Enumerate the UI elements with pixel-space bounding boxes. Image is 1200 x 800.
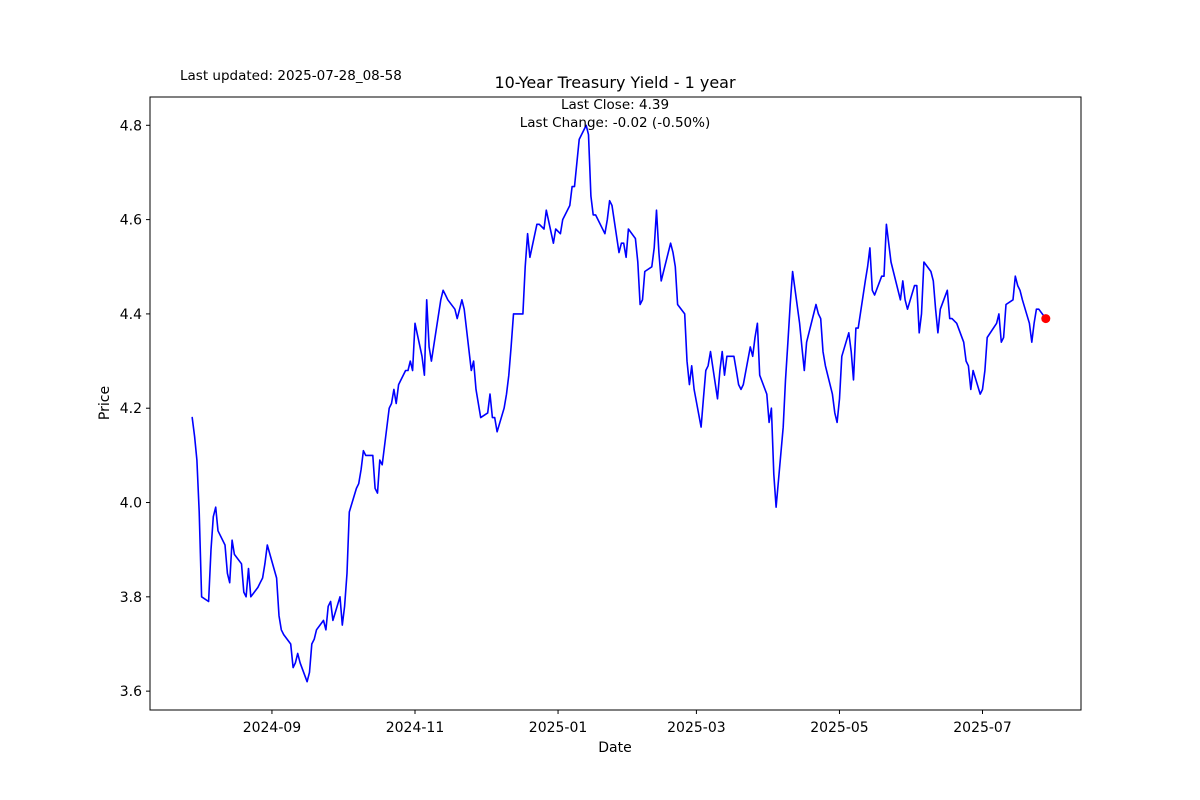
x-tick-label: 2025-07 <box>953 720 1012 736</box>
y-axis-ticks: 3.6 3.8 4.0 4.2 4.4 4.6 4.8 <box>120 118 150 700</box>
x-axis-ticks: 2024-09 2024-11 2025-01 2025-03 2025-05 2025-… <box>243 710 1012 736</box>
y-tick-label: 4.8 <box>120 118 142 134</box>
last-change-text: Last Change: -0.02 (-0.50%) <box>520 115 710 131</box>
last-close-marker <box>1041 314 1051 324</box>
x-axis-label: Date <box>598 740 631 756</box>
x-tick-label: 2025-03 <box>667 720 726 736</box>
x-tick-label: 2024-09 <box>243 720 302 736</box>
yield-line-series <box>191 124 1047 683</box>
chart-title: 10-Year Treasury Yield - 1 year <box>494 73 736 92</box>
y-tick-label: 4.6 <box>120 213 142 229</box>
y-tick-label: 4.4 <box>120 307 142 323</box>
x-tick-label: 2025-01 <box>529 720 588 736</box>
y-tick-label: 3.6 <box>120 684 142 700</box>
x-tick-label: 2025-05 <box>810 720 869 736</box>
y-tick-label: 3.8 <box>120 590 142 606</box>
plot-border <box>149 96 1082 711</box>
last-close-text: Last Close: 4.39 <box>561 97 669 113</box>
last-updated-text: Last updated: 2025-07-28_08-58 <box>180 68 402 84</box>
y-axis-label: Price <box>97 386 113 420</box>
x-tick-label: 2024-11 <box>386 720 445 736</box>
y-tick-label: 4.2 <box>120 401 142 417</box>
y-tick-label: 4.0 <box>120 496 142 512</box>
